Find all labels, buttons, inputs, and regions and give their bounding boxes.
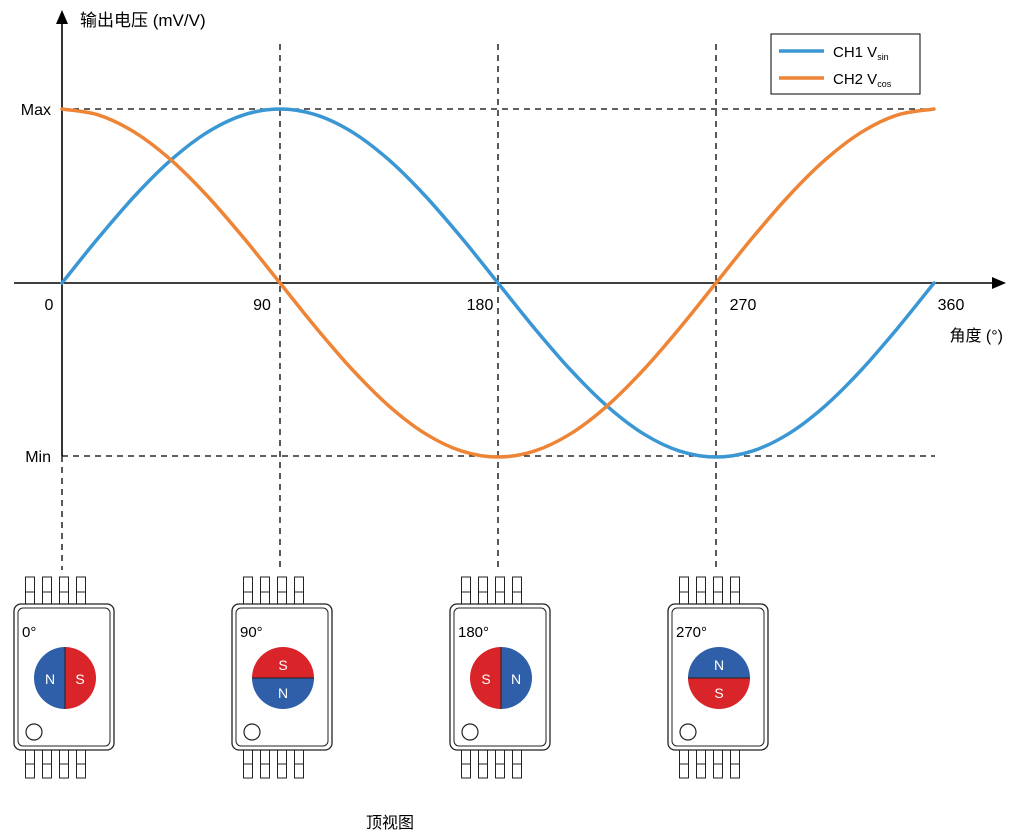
chip-angle-label: 270° — [676, 624, 707, 641]
series-line-sin — [60, 107, 936, 459]
pin1-marker — [25, 723, 43, 741]
chip-pin-top — [76, 576, 86, 606]
magnet-half-n — [252, 678, 314, 709]
x-tick-270: 270 — [730, 297, 757, 314]
chip-pin-top — [696, 576, 706, 606]
x-axis-arrow — [992, 277, 1006, 289]
series-line-cos — [60, 107, 936, 459]
legend-cos-name: CH2 V — [833, 71, 877, 88]
chip-pin-top — [713, 576, 723, 606]
chip-2: 180° S N — [449, 576, 551, 779]
chip-inner-outline — [671, 607, 765, 747]
chip-angle-label: 180° — [458, 624, 489, 641]
magnet-half-n — [34, 647, 65, 709]
magnet-pole-label: N — [511, 671, 521, 687]
x-tick-180: 180 — [467, 297, 494, 314]
chip-pin-top — [461, 576, 471, 606]
legend-cos-sub: cos — [877, 79, 892, 89]
magnet-pole-label: N — [278, 685, 288, 701]
chip-1: 90° SN — [231, 576, 333, 779]
y-tick-max: Max — [21, 102, 51, 119]
pin1-marker — [679, 723, 697, 741]
chip-inner-outline — [17, 607, 111, 747]
legend-sin-sub: sin — [877, 52, 889, 62]
y-axis-label: 输出电压 (mV/V) — [80, 11, 206, 30]
chip-inner-outline — [453, 607, 547, 747]
pin1-marker — [243, 723, 261, 741]
magnet-half-s — [470, 647, 501, 709]
chip-3: 270° NS — [667, 576, 769, 779]
magnet-pole-label: S — [714, 685, 723, 701]
chip-pin-top — [42, 576, 52, 606]
curves — [60, 107, 936, 459]
chip-pin-top — [679, 576, 689, 606]
chip-angle-label: 0° — [22, 624, 36, 641]
magnet-pole-label: S — [75, 671, 84, 687]
magnet-half-s — [252, 647, 314, 678]
magnet-pole-label: N — [45, 671, 55, 687]
legend-box — [770, 33, 921, 95]
chip-pin-top — [512, 576, 522, 606]
magnet-pole-label: N — [714, 657, 724, 673]
x-axis-label: 角度 (°) — [949, 327, 1003, 345]
legend-label-cos: CH2 Vcos — [833, 71, 892, 89]
axes — [14, 18, 998, 456]
magnet-half-s — [65, 647, 96, 709]
chip-pin-top — [294, 576, 304, 606]
chip-pin-top — [59, 576, 69, 606]
magnet-half-s — [688, 678, 750, 709]
legend-sin-name: CH1 V — [833, 44, 877, 61]
magnet-half-n — [688, 647, 750, 678]
top-view-caption: 顶视图 — [366, 814, 414, 832]
chip-pin-top — [243, 576, 253, 606]
magnet-half-n — [501, 647, 532, 709]
chip-0: 0° N S — [13, 576, 115, 779]
magnet-pole-label: S — [278, 657, 287, 673]
x-tick-360: 360 — [938, 297, 965, 314]
chip-pin-top — [25, 576, 35, 606]
legend: CH1 Vsin CH2 Vcos — [770, 33, 921, 95]
chip-pin-top — [730, 576, 740, 606]
chip-inner-outline — [235, 607, 329, 747]
pin1-marker — [461, 723, 479, 741]
x-tick-0: 0 — [45, 297, 54, 314]
chip-pin-top — [260, 576, 270, 606]
magnet-pole-label: S — [481, 671, 490, 687]
y-tick-min: Min — [25, 449, 51, 466]
chip-pin-top — [495, 576, 505, 606]
chip-angle-label: 90° — [240, 624, 263, 641]
y-axis-arrow — [56, 10, 68, 24]
chip-pin-top — [277, 576, 287, 606]
legend-label-sin: CH1 Vsin — [833, 44, 889, 62]
guide-lines — [61, 44, 935, 570]
x-tick-90: 90 — [253, 297, 271, 314]
chip-pin-top — [478, 576, 488, 606]
